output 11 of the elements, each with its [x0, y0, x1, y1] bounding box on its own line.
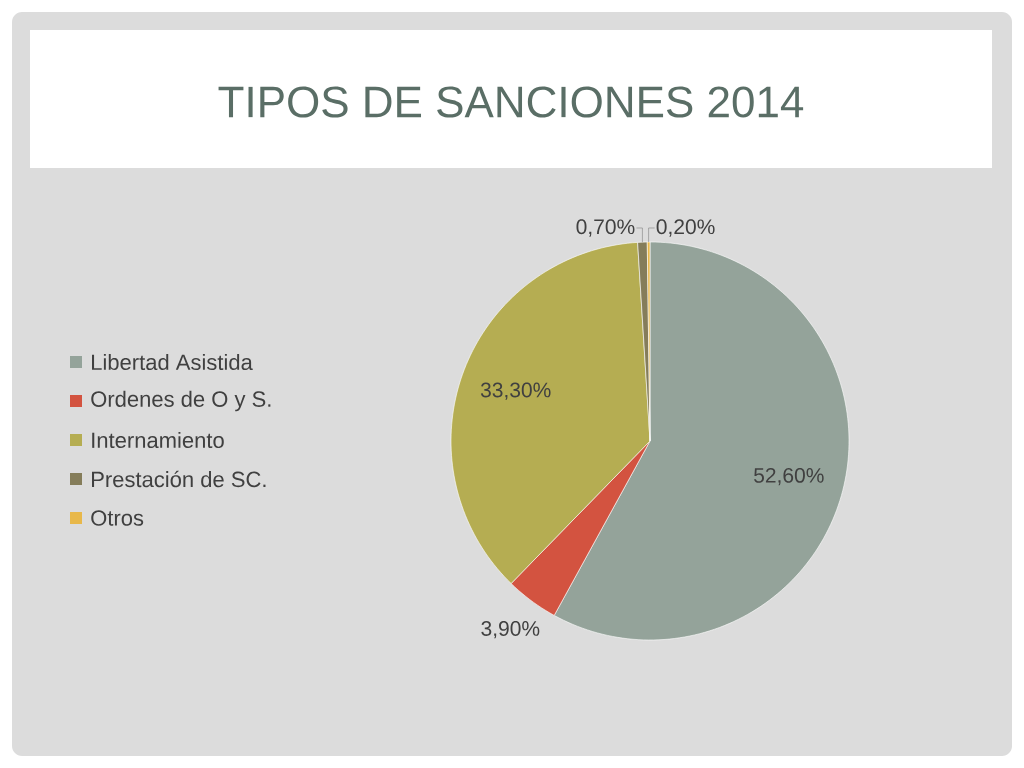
legend-label: Prestación de SC. [92, 470, 266, 488]
data-label: 0,20% [656, 219, 715, 237]
legend-label: Internamiento [92, 431, 224, 449]
data-label: 33,30% [480, 382, 551, 400]
legend-label: Otros [91, 510, 144, 526]
legend-label: Ordenes de O y S. [91, 390, 271, 412]
data-label: 0,70% [576, 219, 635, 237]
chart-title: TIPOS DE SANCIONES 2014 [218, 86, 804, 118]
data-label: 52,60% [754, 467, 824, 486]
legend-label: Libertad Asistida [92, 353, 253, 371]
data-label: 3,90% [481, 621, 540, 639]
